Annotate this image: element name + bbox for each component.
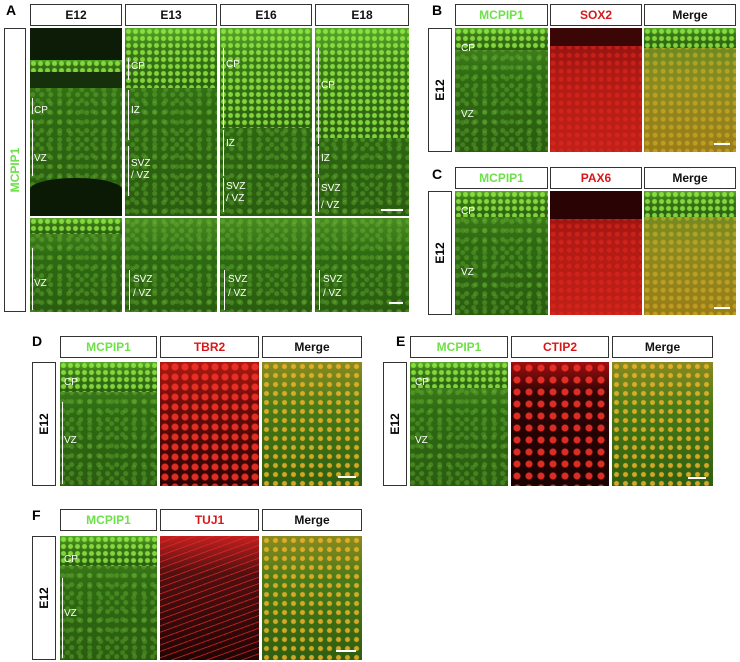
header-merge: Merge [262, 336, 362, 358]
label-vz: / VZ [323, 288, 342, 299]
scale-bar [688, 477, 706, 479]
label-cp: CP [415, 377, 429, 388]
label-vz: VZ [34, 153, 47, 164]
image-a-e12-top: CP VZ [30, 28, 122, 216]
image-e-merge [612, 362, 713, 486]
image-e-ctip2 [511, 362, 609, 486]
row-label-e12: E12 [32, 362, 56, 486]
panel-letter-e: E [396, 333, 406, 349]
scale-bar [336, 650, 356, 652]
label-vz: / VZ [226, 193, 245, 204]
header-merge: Merge [612, 336, 713, 358]
header-e16: E16 [220, 4, 312, 26]
label-svz: SVZ [228, 274, 248, 285]
panel-letter-d: D [32, 333, 43, 349]
header-mcpip1: MCPIP1 [455, 4, 548, 26]
label-vz: VZ [415, 435, 428, 446]
label-cp: CP [461, 206, 475, 217]
scale-bar [389, 302, 403, 304]
label-cp: CP [461, 43, 475, 54]
header-sox2: SOX2 [550, 4, 642, 26]
label-iz: IZ [131, 105, 140, 116]
label-vz: VZ [64, 435, 77, 446]
header-mcpip1: MCPIP1 [60, 509, 157, 531]
image-a-e18-bottom: SVZ / VZ [315, 218, 409, 312]
label-vz: / VZ [321, 200, 340, 211]
label-cp: CP [226, 59, 240, 70]
label-vz: VZ [64, 608, 77, 619]
image-b-merge [644, 28, 736, 152]
header-tuj1: TUJ1 [160, 509, 259, 531]
row-label-e12: E12 [32, 536, 56, 660]
label-svz: SVZ [323, 274, 343, 285]
header-e18: E18 [315, 4, 409, 26]
label-vz: / VZ [133, 288, 152, 299]
header-merge: Merge [644, 167, 736, 189]
image-f-mcpip1: CP VZ [60, 536, 157, 660]
header-e12: E12 [30, 4, 122, 26]
image-d-tbr2 [160, 362, 259, 486]
header-tbr2: TBR2 [160, 336, 259, 358]
image-d-mcpip1: CP VZ [60, 362, 157, 486]
label-vz: VZ [34, 278, 47, 289]
label-vz: / VZ [228, 288, 247, 299]
panel-letter-a: A [6, 2, 17, 18]
image-c-pax6 [550, 191, 642, 315]
image-b-mcpip1: CP VZ [455, 28, 548, 152]
label-svz: SVZ [131, 158, 151, 169]
image-a-e16-bottom: SVZ / VZ [220, 218, 312, 312]
row-label-e12: E12 [428, 28, 452, 152]
image-a-e13-top: CP IZ SVZ / VZ [125, 28, 217, 216]
label-iz: IZ [226, 138, 235, 149]
label-vz: VZ [461, 267, 474, 278]
row-label-e12: E12 [428, 191, 452, 315]
image-f-tuj1 [160, 536, 259, 660]
scale-bar [714, 143, 730, 145]
header-merge: Merge [262, 509, 362, 531]
header-pax6: PAX6 [550, 167, 642, 189]
label-vz: / VZ [131, 170, 150, 181]
label-iz: IZ [321, 153, 330, 164]
row-label-e12: E12 [383, 362, 407, 486]
row-label-mcpip1: MCPIP1 [4, 28, 26, 312]
scale-bar [338, 476, 356, 478]
header-e13: E13 [125, 4, 217, 26]
image-a-e18-top: CP IZ SVZ / VZ [315, 28, 409, 216]
label-svz: SVZ [226, 181, 246, 192]
panel-letter-b: B [432, 2, 443, 18]
panel-letter-c: C [432, 166, 443, 182]
scale-bar [714, 307, 730, 309]
image-b-sox2 [550, 28, 642, 152]
image-d-merge [262, 362, 362, 486]
scale-bar [381, 209, 403, 211]
header-merge: Merge [644, 4, 736, 26]
image-a-e12-bottom: VZ [30, 218, 122, 312]
label-cp: CP [64, 377, 78, 388]
image-c-mcpip1: CP VZ [455, 191, 548, 315]
image-c-merge [644, 191, 736, 315]
header-ctip2: CTIP2 [511, 336, 609, 358]
image-a-e16-top: CP IZ SVZ / VZ [220, 28, 312, 216]
header-mcpip1: MCPIP1 [410, 336, 508, 358]
label-cp: CP [64, 554, 78, 565]
image-e-mcpip1: CP VZ [410, 362, 508, 486]
header-mcpip1: MCPIP1 [455, 167, 548, 189]
header-mcpip1: MCPIP1 [60, 336, 157, 358]
label-cp: CP [321, 80, 335, 91]
image-f-merge [262, 536, 362, 660]
panel-letter-f: F [32, 507, 41, 523]
image-a-e13-bottom: SVZ / VZ [125, 218, 217, 312]
label-cp: CP [131, 61, 145, 72]
label-svz: SVZ [133, 274, 153, 285]
label-cp: CP [34, 105, 48, 116]
label-vz: VZ [461, 109, 474, 120]
label-svz: SVZ [321, 183, 341, 194]
